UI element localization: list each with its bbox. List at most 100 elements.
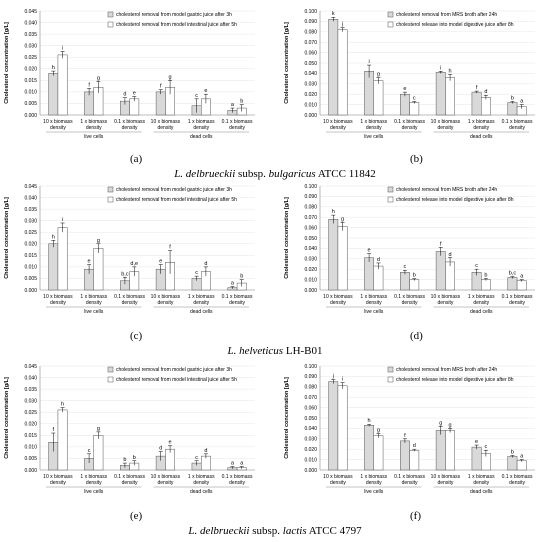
x-tick-label: density	[402, 480, 418, 486]
y-tick-label: 0.020	[304, 267, 317, 273]
x-tick-label: 0.1 x biomass	[502, 119, 533, 125]
panel-f: Cholesterol concentration [g/L] 0.000 0.01…	[280, 360, 540, 495]
legend-label: cholesterol release into model digestive…	[396, 22, 514, 28]
bar-series2	[445, 430, 455, 471]
x-tick-label: 1 x biomass	[468, 474, 495, 480]
group-label: live cells	[364, 489, 383, 495]
y-tick-label: 0.080	[304, 205, 317, 211]
significance-letter: e	[133, 91, 136, 97]
x-tick-label: 10 x biomass	[323, 119, 353, 125]
species-caption-3: L. delbrueckii subsp. lactis ATCC 4797	[188, 525, 362, 537]
legend-label: cholesterol release into model digestive…	[396, 377, 514, 383]
x-tick-label: 10 x biomass	[323, 474, 353, 480]
bar-series2	[373, 435, 384, 471]
x-tick-label: density	[330, 125, 346, 131]
x-tick-label: 1 x biomass	[360, 474, 387, 480]
x-tick-label: density	[366, 480, 382, 486]
y-tick-label: 0.045	[24, 9, 37, 15]
chart-b: Cholesterol concentration [g/L] 0.000 0.01…	[284, 9, 535, 140]
y-tick-label: 0.050	[304, 61, 317, 67]
x-tick-label: 0.1 x biomass	[502, 474, 533, 480]
x-tick-label: 10 x biomass	[151, 119, 181, 125]
chart-c: Cholesterol concentration [g/L] 0.000 0.00…	[4, 184, 255, 315]
bar-series2	[57, 409, 68, 471]
legend-label: cholesterol release into model digestive…	[396, 197, 514, 203]
x-tick-label: 0.1 x biomass	[114, 474, 145, 480]
significance-letter: g	[169, 74, 172, 80]
x-tick-label: density	[330, 300, 346, 306]
legend-swatch	[107, 11, 114, 18]
legend-swatch	[387, 366, 394, 373]
significance-letter: j	[341, 22, 343, 28]
x-tick-label: density	[437, 300, 453, 306]
bar-series1	[435, 251, 446, 291]
significance-letter: i	[440, 65, 441, 71]
significance-letter: c	[195, 93, 198, 99]
significance-letter: h	[61, 402, 64, 408]
significance-letter: e	[403, 86, 406, 92]
x-tick-label: density	[157, 125, 173, 131]
x-tick-label: density	[437, 125, 453, 131]
y-tick-label: 0.010	[24, 265, 37, 271]
x-tick-label: 0.1 x biomass	[502, 294, 533, 300]
y-tick-label: 0.020	[24, 67, 37, 73]
bar-series2	[57, 227, 68, 291]
significance-letter: e	[88, 259, 91, 265]
chart-e: Cholesterol concentration [g/L] 0.000 0.00…	[4, 364, 255, 495]
significance-letter: h	[332, 209, 335, 215]
x-tick-label: density	[509, 300, 525, 306]
y-tick-label: 0.015	[24, 253, 37, 259]
bar-series2	[445, 77, 455, 116]
bar-series2	[409, 102, 420, 116]
group-label: live cells	[84, 489, 103, 495]
significance-letter: c	[195, 270, 198, 276]
bar-series1	[364, 257, 375, 291]
y-tick-label: 0.035	[24, 32, 37, 38]
y-tick-label: 0.005	[24, 276, 37, 282]
x-tick-label: density	[509, 125, 525, 131]
legend-label: cholesterol removal from MRS broth after…	[396, 12, 497, 18]
panel-b: Cholesterol concentration [g/L] 0.000 0.01…	[280, 5, 540, 140]
legend-label: cholesterol removal from model intestina…	[116, 377, 237, 383]
x-tick-label: 0.1 x biomass	[394, 294, 425, 300]
legend-swatch	[107, 186, 114, 193]
x-tick-label: 0.1 x biomass	[222, 119, 253, 125]
x-tick-label: density	[229, 300, 245, 306]
x-tick-label: 10 x biomass	[323, 294, 353, 300]
significance-letter: a	[240, 461, 244, 467]
y-tick-label: 0.015	[24, 78, 37, 84]
y-tick-label: 0.060	[304, 50, 317, 56]
bar-series2	[516, 460, 527, 471]
x-tick-label: 1 x biomass	[80, 474, 107, 480]
group-label: dead cells	[190, 489, 213, 495]
x-tick-label: density	[50, 480, 66, 486]
x-tick-label: density	[50, 300, 66, 306]
significance-letter: g	[97, 75, 100, 81]
x-tick-label: 0.1 x biomass	[394, 119, 425, 125]
y-tick-label: 0.020	[304, 92, 317, 98]
bar-series1	[155, 91, 166, 116]
significance-letter: i	[342, 377, 343, 383]
significance-letter: g	[97, 238, 100, 244]
bar-series2	[93, 435, 104, 471]
y-axis-label: Cholesterol concentration [g/L]	[4, 197, 10, 279]
y-tick-label: 0.090	[304, 194, 317, 200]
bar-series2	[129, 98, 140, 116]
y-tick-label: 0.040	[304, 71, 317, 77]
panel-label-f: (f)	[410, 510, 421, 522]
y-tick-label: 0.060	[304, 225, 317, 231]
bar-series2	[337, 29, 348, 116]
x-tick-label: 10 x biomass	[431, 474, 461, 480]
y-tick-label: 0.050	[304, 236, 317, 242]
legend-label: cholesterol removal from model intestina…	[116, 197, 237, 203]
legend-swatch	[107, 21, 114, 28]
significance-letter: g	[97, 426, 100, 432]
group-label: live cells	[364, 134, 383, 140]
legend-swatch	[107, 196, 114, 203]
significance-letter: d	[377, 257, 380, 263]
panel-a: Cholesterol concentration [g/L] 0.000 0.00…	[0, 5, 260, 140]
bar-series2	[337, 385, 348, 471]
y-axis-label: Cholesterol concentration [g/L]	[4, 22, 10, 104]
legend-swatch	[387, 376, 394, 383]
y-tick-label: 0.035	[24, 387, 37, 393]
